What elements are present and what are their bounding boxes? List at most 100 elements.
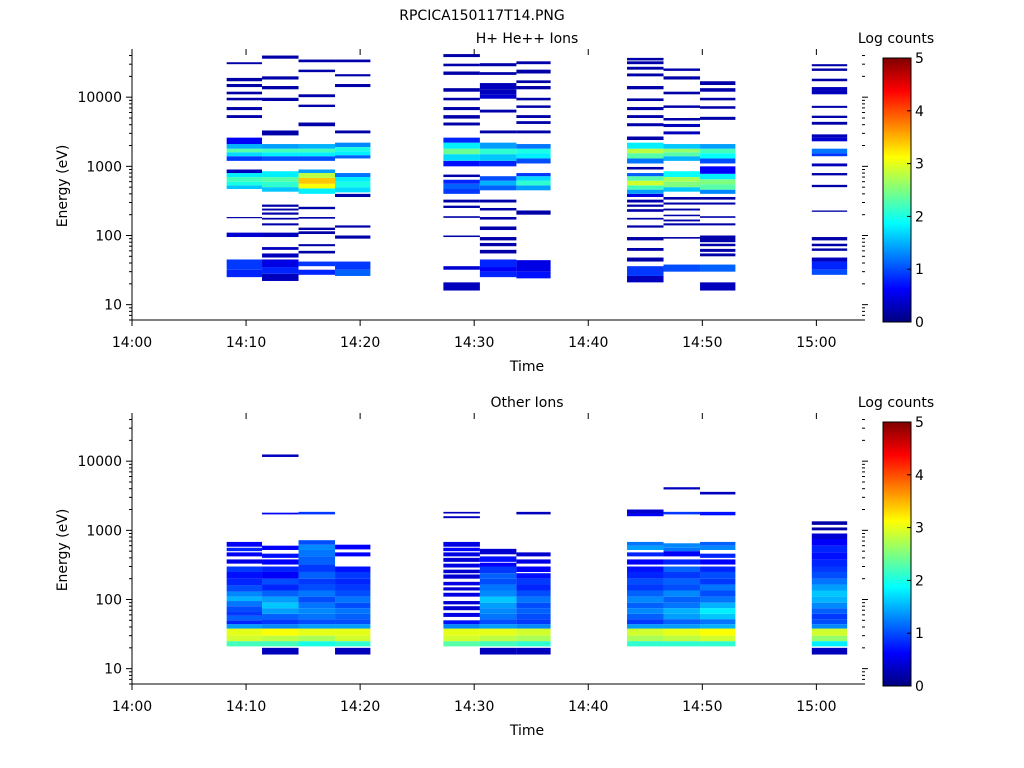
- heatmap-cell: [700, 282, 736, 291]
- heatmap-cell: [811, 148, 848, 154]
- heatmap-cell: [516, 573, 551, 579]
- heatmap-cell: [663, 584, 701, 591]
- heatmap-cell: [627, 73, 664, 77]
- heatmap-cell: [627, 166, 664, 170]
- heatmap-cell: [262, 267, 299, 274]
- heatmap-cell: [335, 225, 371, 228]
- heatmap-cell: [262, 156, 299, 161]
- heatmap-cell: [335, 261, 371, 270]
- heatmap-cell: [811, 538, 848, 546]
- heatmap-cell: [811, 163, 848, 167]
- heatmap-cell: [700, 173, 736, 180]
- heatmap-cell: [627, 115, 664, 118]
- heatmap-cell: [298, 261, 336, 267]
- heatmap-cell: [298, 269, 336, 275]
- heatmap-cell: [262, 232, 299, 238]
- heatmap-cell: [479, 641, 517, 647]
- heatmap-cell: [516, 176, 551, 181]
- heatmap-cell: [663, 511, 701, 515]
- heatmap-cell: [479, 573, 517, 579]
- heatmap-cell: [262, 635, 299, 642]
- heatmap-cell: [663, 197, 701, 200]
- heatmap-cell: [700, 158, 736, 164]
- heatmap-cell: [335, 613, 371, 620]
- heatmap-cell: [700, 578, 736, 585]
- heatmap-cell: [811, 527, 848, 531]
- heatmap-cell: [811, 115, 848, 118]
- heatmap-cell: [262, 144, 299, 149]
- colorbar-tick-label: 3: [915, 157, 924, 173]
- heatmap-cells: [226, 454, 848, 655]
- heatmap-cell: [443, 635, 480, 642]
- heatmap-cell: [226, 62, 263, 65]
- heatmap-cell: [443, 160, 480, 167]
- heatmap-cell: [663, 76, 701, 80]
- heatmap-cell: [298, 641, 336, 647]
- heatmap-cell: [700, 264, 736, 272]
- heatmap-cell: [811, 635, 848, 642]
- heatmap-cell: [479, 217, 517, 220]
- heatmap-cell: [335, 578, 371, 585]
- heatmap-cell: [700, 253, 736, 257]
- heatmap-cell: [516, 602, 551, 609]
- heatmap-cell: [226, 177, 263, 182]
- heatmap-cell: [700, 223, 736, 226]
- heatmap-cell: [262, 641, 299, 647]
- heatmap-cell: [335, 269, 371, 276]
- heatmap-cell: [479, 226, 517, 231]
- heatmap-cell: [226, 628, 263, 636]
- heatmap-cell: [262, 76, 299, 80]
- heatmap-cell: [700, 106, 736, 109]
- heatmap-cell: [627, 237, 664, 241]
- heatmap-cell: [443, 71, 480, 75]
- heatmap-cell: [479, 63, 517, 67]
- heatmap-cell: [627, 513, 664, 517]
- heatmap-cell: [700, 628, 736, 636]
- heatmap-cell: [226, 596, 263, 602]
- heatmap-cell: [443, 282, 480, 291]
- heatmap-cell: [335, 584, 371, 591]
- heatmap-cell: [516, 578, 551, 585]
- heatmap-cell: [516, 271, 551, 279]
- heatmap-cell: [627, 193, 664, 198]
- heatmap-cell: [335, 235, 371, 239]
- x-tick-label: 14:40: [568, 699, 608, 715]
- heatmap-cell: [516, 624, 551, 629]
- heatmap-cell: [627, 590, 664, 597]
- heatmap-cell: [627, 247, 664, 251]
- heatmap-cell: [443, 581, 480, 586]
- heatmap-cell: [479, 259, 517, 268]
- heatmap-cell: [479, 566, 517, 574]
- heatmap-cell: [262, 55, 299, 59]
- heatmap-cell: [663, 68, 701, 71]
- heatmap-cell: [262, 559, 299, 565]
- heatmap-cell: [811, 641, 848, 647]
- x-tick-label: 14:00: [112, 335, 152, 351]
- heatmap-cell: [627, 602, 664, 609]
- x-tick-label: 15:00: [796, 699, 836, 715]
- heatmap-cell: [262, 273, 299, 281]
- heatmap-cell: [226, 217, 263, 219]
- heatmap-cell: [663, 571, 701, 579]
- heatmap-cell: [811, 105, 848, 108]
- heatmap-cell: [226, 624, 263, 629]
- colorbar-tick-label: 3: [915, 521, 924, 537]
- heatmap-cell: [298, 173, 336, 178]
- x-tick-label: 14:20: [340, 699, 380, 715]
- heatmap-cell: [479, 562, 517, 567]
- heatmap-cell: [298, 144, 336, 149]
- heatmap-cell: [479, 199, 517, 203]
- heatmap-cell: [298, 540, 336, 545]
- heatmap-cell: [335, 628, 371, 636]
- heatmap-cell: [663, 237, 701, 239]
- colorbar: [882, 421, 912, 687]
- heatmap-cell: [627, 123, 664, 127]
- heatmap-cell: [663, 628, 701, 636]
- heatmap-cell: [298, 635, 336, 642]
- y-axis-label: Energy (eV): [55, 509, 71, 592]
- heatmap-cell: [298, 104, 336, 108]
- heatmap-cell: [298, 231, 336, 235]
- heatmap-cell: [811, 78, 848, 82]
- heatmap-cell: [811, 261, 848, 270]
- heatmap-cell: [663, 641, 701, 647]
